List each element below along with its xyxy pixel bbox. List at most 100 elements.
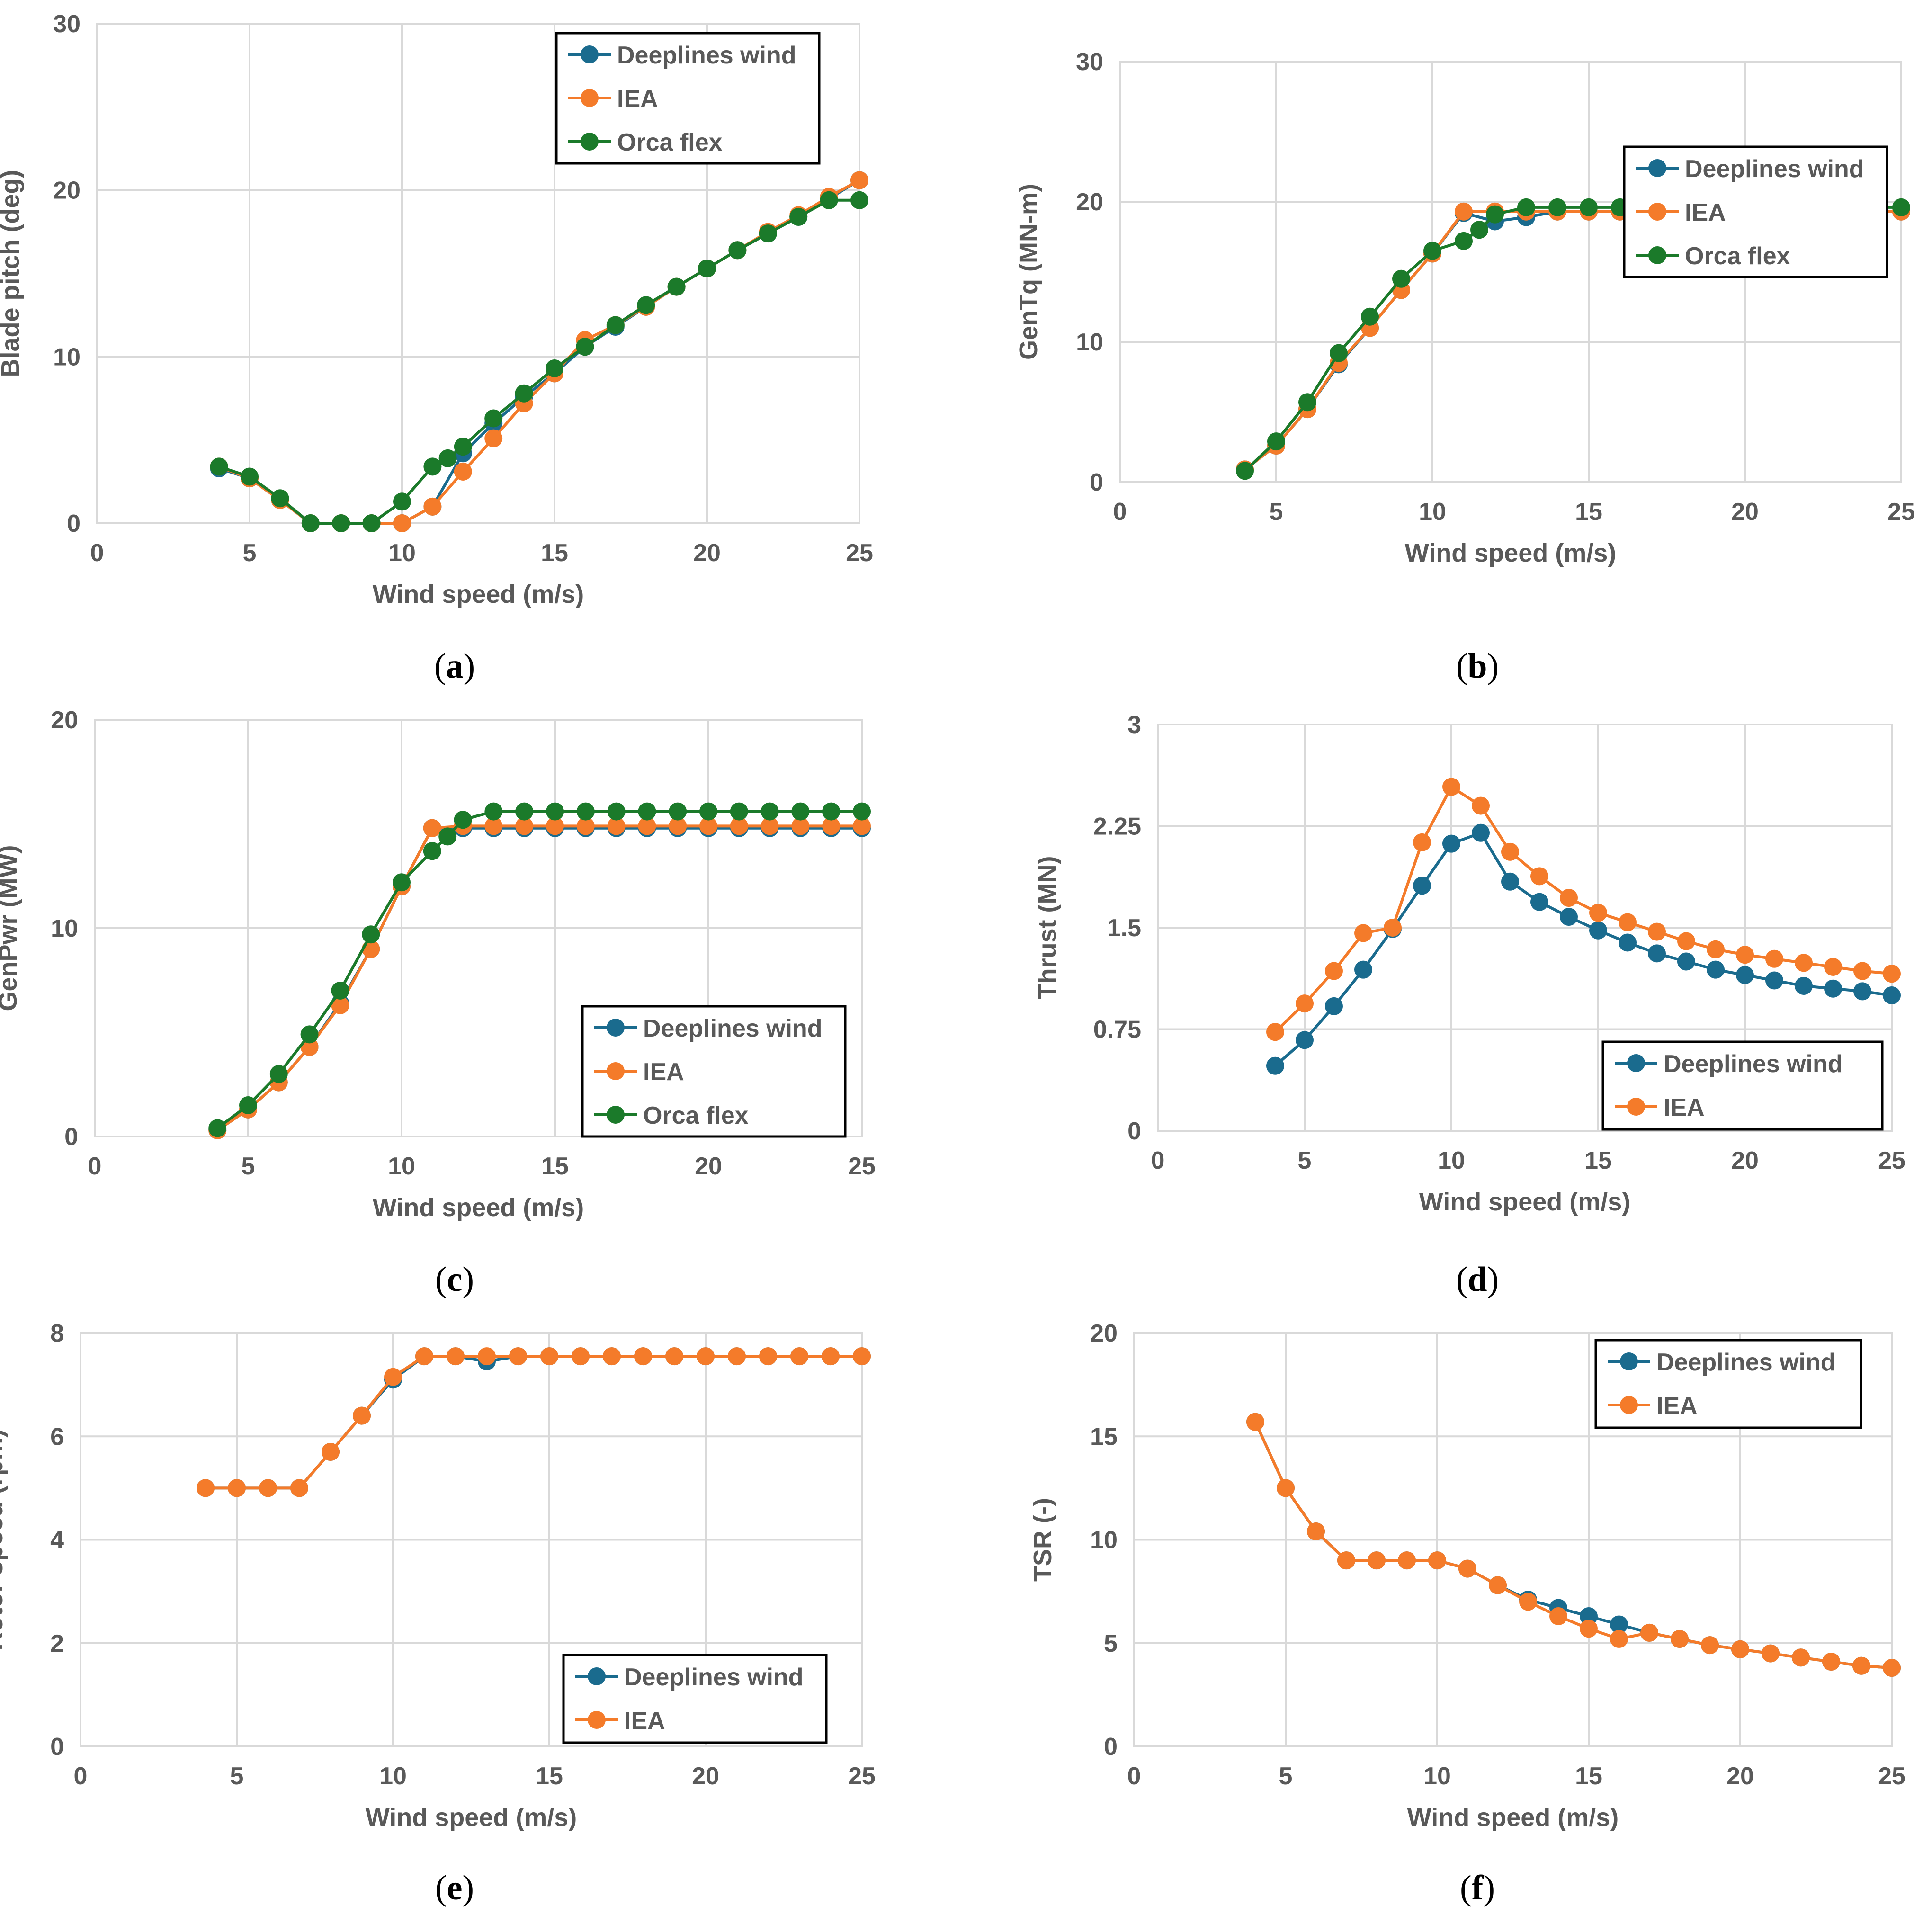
data-point-deeplines [1354,960,1372,979]
x-tick-label: 10 [388,539,416,567]
data-point-orcaflex [698,259,716,277]
legend-label-deeplines: Deeplines wind [1656,1349,1836,1376]
data-point-iea [607,817,626,835]
data-point-orcaflex [730,802,748,821]
data-point-iea [728,1347,746,1366]
data-point-orcaflex [300,1025,319,1044]
data-point-orcaflex [638,802,656,821]
y-tick-label: 20 [53,177,80,205]
x-tick-label: 0 [88,1153,102,1180]
x-axis-title: Wind speed (m/s) [373,1193,584,1222]
data-point-iea [1589,904,1607,922]
caption-f: (f) [1460,1869,1495,1907]
x-tick-label: 20 [1731,1147,1759,1174]
data-point-deeplines [1501,872,1519,891]
x-tick-label: 0 [74,1763,88,1790]
x-tick-label: 10 [379,1763,407,1790]
data-point-iea [1762,1644,1780,1663]
data-point-orcaflex [438,827,457,846]
y-tick-label: 10 [1076,329,1103,356]
data-point-iea [1354,924,1372,942]
data-point-iea [331,996,349,1014]
data-point-orcaflex [1330,344,1348,362]
data-point-iea [322,1442,340,1461]
data-point-iea [1398,1551,1416,1570]
legend-marker-orcaflex [1648,246,1666,264]
data-point-orcaflex [669,802,687,821]
y-tick-label: 30 [1076,48,1103,76]
data-point-iea [1384,919,1402,937]
data-point-iea [1707,940,1725,958]
plot-area [1133,1332,1893,1747]
data-point-iea [1458,1559,1476,1578]
data-point-iea [1671,1630,1689,1648]
data-point-orcaflex [271,489,289,508]
data-point-iea [1619,913,1637,931]
data-point-deeplines [1580,1607,1598,1626]
data-point-orcaflex [576,338,594,356]
y-tick-label: 4 [50,1527,64,1554]
data-point-orcaflex [515,802,534,821]
legend-marker-deeplines [588,1667,606,1685]
data-point-iea [1307,1522,1325,1541]
y-axis-title: Blade pitch (deg) [0,170,25,377]
data-point-iea [1822,1653,1840,1671]
data-point-iea [699,817,717,835]
data-point-orcaflex [1236,462,1254,480]
data-point-orcaflex [667,277,686,296]
legend-marker-iea [581,89,599,107]
data-point-orcaflex [423,457,442,476]
x-tick-label: 10 [1419,498,1446,526]
x-tick-label: 5 [1298,1147,1312,1174]
data-point-orcaflex [454,811,472,829]
data-point-iea [665,1347,683,1366]
plot-area [80,1332,863,1747]
x-tick-label: 5 [230,1763,244,1790]
caption-d-letter: d [1467,1260,1487,1299]
plot-area [94,719,863,1137]
plot-area [1119,61,1902,483]
x-tick-label: 20 [695,1153,722,1180]
data-point-iea [1640,1623,1658,1642]
data-point-iea [353,1406,371,1425]
legend-box [562,1654,828,1744]
y-tick-label: 5 [1104,1630,1118,1657]
legend-label-iea: IEA [617,85,658,113]
x-tick-label: 20 [1726,1763,1754,1790]
data-point-orcaflex [438,449,457,467]
data-point-iea [1795,954,1813,972]
x-tick-label: 20 [693,539,721,567]
x-tick-label: 25 [1878,1763,1905,1790]
data-point-orcaflex [728,241,747,260]
legend-marker-iea [1627,1098,1645,1116]
legend-marker-deeplines [581,45,599,63]
data-point-orcaflex [699,802,717,821]
x-tick-label: 0 [1151,1147,1165,1174]
x-tick-label: 0 [90,539,104,567]
caption-c-letter: c [447,1260,463,1299]
data-point-deeplines [1853,982,1871,1001]
data-point-orcaflex [484,409,503,428]
data-point-iea [1489,1576,1507,1594]
data-point-orcaflex [820,191,838,209]
x-tick-label: 15 [541,539,568,567]
data-point-orcaflex [241,467,259,486]
x-tick-label: 15 [1575,1763,1602,1790]
x-tick-label: 20 [692,1763,719,1790]
data-point-iea [384,1368,402,1386]
data-point-orcaflex [637,296,655,314]
legend-label-orcaflex: Orca flex [617,129,723,156]
legend-marker-iea [607,1062,625,1080]
x-tick-label: 25 [1878,1147,1905,1174]
data-point-orcaflex [210,457,228,476]
legend-marker-iea [588,1711,606,1729]
data-point-deeplines [1413,877,1431,895]
data-point-iea [1824,958,1842,976]
y-tick-label: 10 [51,915,78,942]
data-point-orcaflex [423,842,441,860]
data-point-iea [853,817,871,835]
data-point-orcaflex [1455,232,1473,250]
data-point-iea [634,1347,652,1366]
legend-marker-orcaflex [581,133,599,151]
data-point-orcaflex [332,514,350,532]
